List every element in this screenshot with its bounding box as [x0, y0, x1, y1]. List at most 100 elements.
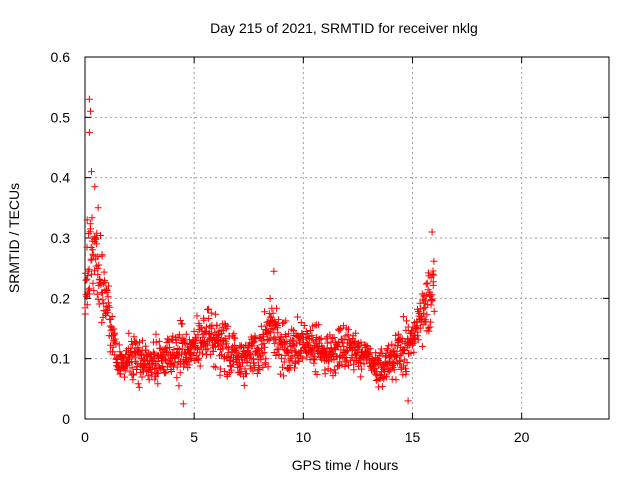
data-point — [429, 267, 437, 275]
data-point — [268, 325, 276, 333]
data-point — [352, 329, 360, 337]
data-point — [324, 339, 332, 347]
data-point — [340, 342, 348, 350]
data-point — [151, 365, 159, 373]
data-point — [243, 370, 250, 378]
data-point — [388, 340, 396, 348]
data-point — [97, 232, 104, 239]
data-point — [161, 369, 169, 377]
data-point — [334, 342, 342, 350]
data-point — [410, 348, 418, 356]
data-point — [383, 373, 390, 381]
data-point — [212, 363, 220, 371]
data-point — [204, 345, 212, 353]
data-point — [251, 363, 259, 371]
data-point — [199, 350, 206, 358]
data-point — [81, 310, 89, 318]
axis-tick-labels: 0 5 10 15 20 0 0.1 0.2 0.3 0.4 0.5 0.6 — [51, 49, 530, 445]
data-point — [241, 353, 249, 361]
data-point — [205, 315, 213, 322]
x-tick-label: 0 — [81, 429, 89, 445]
data-point — [138, 373, 146, 381]
data-point — [422, 280, 430, 288]
data-point — [179, 400, 187, 408]
data-point — [418, 313, 426, 321]
data-point — [85, 128, 93, 136]
data-point — [280, 372, 288, 380]
data-point — [145, 349, 153, 357]
data-point — [356, 359, 364, 367]
data-point — [105, 282, 112, 290]
data-point — [100, 268, 108, 276]
data-point — [313, 370, 321, 378]
data-point — [94, 271, 102, 279]
data-point — [315, 321, 323, 329]
data-point — [395, 336, 403, 344]
data-point — [215, 342, 223, 350]
data-point — [360, 360, 368, 368]
data-point — [87, 107, 94, 115]
data-point — [384, 346, 391, 354]
y-tick-label: 0.6 — [51, 49, 71, 65]
data-point — [94, 295, 102, 303]
data-point — [425, 327, 433, 335]
data-point — [382, 353, 389, 361]
data-point — [260, 349, 268, 357]
data-point — [317, 334, 325, 342]
data-point — [176, 369, 184, 377]
data-point — [173, 374, 181, 382]
data-point — [89, 251, 97, 259]
data-point — [390, 366, 398, 374]
data-point — [92, 234, 100, 242]
data-point — [113, 359, 121, 367]
data-point — [105, 303, 113, 311]
data-point — [414, 336, 422, 344]
data-point — [190, 327, 198, 335]
data-point — [98, 252, 106, 260]
data-point — [427, 318, 435, 326]
data-point — [83, 301, 91, 309]
data-point — [236, 363, 244, 371]
data-point — [133, 366, 140, 373]
data-point — [125, 329, 133, 337]
data-point — [309, 345, 317, 353]
data-point — [253, 370, 261, 377]
data-point — [104, 293, 112, 301]
data-point — [357, 373, 365, 381]
y-tick-label: 0.4 — [51, 170, 71, 186]
data-point — [321, 370, 329, 378]
data-point — [423, 279, 431, 287]
data-point — [218, 330, 226, 338]
data-point — [366, 345, 374, 353]
data-point — [88, 246, 96, 254]
data-point — [155, 337, 163, 345]
data-point — [390, 360, 397, 368]
data-point — [273, 304, 281, 312]
data-point — [131, 338, 139, 345]
data-point — [199, 333, 207, 341]
data-point — [224, 322, 232, 330]
data-point — [106, 322, 114, 330]
data-point — [257, 322, 265, 330]
data-point — [426, 323, 434, 331]
data-point — [403, 317, 410, 325]
data-point — [428, 228, 436, 236]
data-point — [294, 313, 301, 321]
data-point — [288, 325, 296, 333]
data-point — [87, 256, 95, 264]
data-point — [88, 270, 96, 278]
data-point — [86, 290, 93, 298]
data-point — [204, 305, 212, 313]
data-point — [402, 368, 410, 376]
data-point — [343, 358, 351, 366]
data-point — [297, 319, 305, 326]
data-point — [225, 344, 233, 352]
data-point — [173, 363, 181, 371]
data-point — [250, 338, 258, 346]
data-point — [414, 328, 422, 336]
data-point — [377, 345, 385, 353]
data-point — [99, 280, 107, 288]
data-point — [175, 331, 183, 339]
data-point — [332, 369, 339, 377]
